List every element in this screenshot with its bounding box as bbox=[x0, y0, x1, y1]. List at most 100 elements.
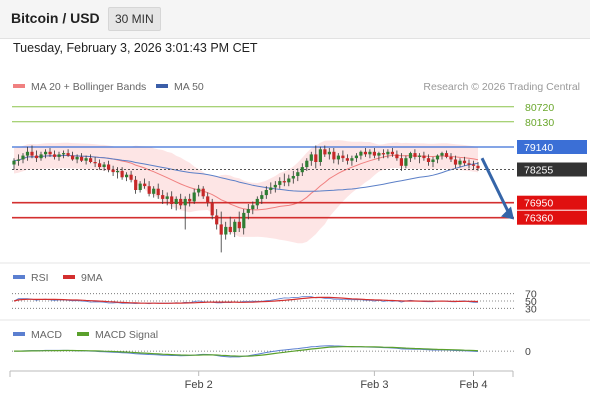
candle-body bbox=[237, 221, 241, 229]
candle-body bbox=[98, 163, 102, 168]
candle-body bbox=[125, 174, 129, 178]
candle-body bbox=[381, 153, 385, 155]
ma50-legend-swatch bbox=[156, 84, 168, 88]
candle-body bbox=[156, 188, 160, 196]
bollinger-bands bbox=[13, 140, 479, 244]
candle-body bbox=[84, 158, 88, 161]
macd-signal-legend-label: MACD Signal bbox=[95, 329, 158, 341]
candle-body bbox=[318, 149, 322, 162]
ma50-legend-label: MA 50 bbox=[174, 81, 204, 93]
candle-body bbox=[287, 178, 291, 183]
rsi-legend-label: RSI bbox=[31, 272, 49, 284]
candle-body bbox=[197, 188, 201, 193]
candle-body bbox=[44, 151, 48, 155]
candle-body bbox=[62, 153, 66, 155]
candle-body bbox=[30, 151, 34, 156]
timeframe-badge[interactable]: 30 MIN bbox=[108, 7, 161, 31]
candle-body bbox=[453, 159, 458, 165]
candle-body bbox=[242, 212, 246, 229]
candle-body bbox=[386, 151, 390, 155]
rsi-legend-swatch bbox=[13, 275, 25, 279]
instrument-title: Bitcoin / USD bbox=[11, 10, 100, 26]
level-label-80720: 80720 bbox=[525, 102, 554, 114]
candle-body bbox=[165, 196, 169, 199]
candle-body bbox=[314, 154, 318, 162]
level-badge-76950 bbox=[517, 195, 587, 210]
candle-body bbox=[102, 164, 106, 167]
candle-body bbox=[251, 205, 255, 210]
level-badge-78255 bbox=[517, 162, 587, 177]
ma20-legend-label: MA 20 + Bollinger Bands bbox=[31, 81, 146, 93]
candle-body bbox=[404, 158, 408, 166]
candle-body bbox=[282, 181, 286, 183]
candle-body bbox=[327, 151, 331, 155]
candle-body bbox=[80, 156, 84, 161]
level-label-80130: 80130 bbox=[525, 117, 554, 129]
chart-header: Bitcoin / USD 30 MIN bbox=[0, 0, 590, 39]
ma20-legend-swatch bbox=[13, 84, 25, 88]
candle-body bbox=[467, 163, 471, 165]
candle-body bbox=[224, 226, 228, 235]
forecast-arrow-head bbox=[501, 206, 514, 220]
candle-body bbox=[34, 155, 39, 159]
candle-body bbox=[174, 198, 178, 204]
candle-body bbox=[143, 183, 147, 187]
candle-body bbox=[93, 162, 97, 164]
candle-body bbox=[179, 198, 183, 206]
rsi9-line bbox=[13, 296, 479, 304]
candle-body bbox=[215, 215, 219, 225]
candle-body bbox=[71, 155, 75, 160]
candle-body bbox=[305, 160, 309, 168]
candle-body bbox=[57, 154, 61, 157]
rsi9-legend-label: 9MA bbox=[81, 272, 103, 284]
rsi-level-label-50: 50 bbox=[525, 296, 537, 308]
research-credit: Research © 2026 Trading Central bbox=[423, 81, 580, 93]
candle-body bbox=[426, 158, 431, 162]
candle-body bbox=[377, 153, 381, 156]
candle-body bbox=[390, 151, 394, 155]
macd-panel: 0 bbox=[12, 345, 531, 358]
candle-body bbox=[116, 170, 120, 173]
rsi-level-label-30: 30 bbox=[525, 303, 537, 315]
timestamp: Tuesday, February 3, 2026 3:01:43 PM CET bbox=[13, 41, 258, 55]
time-axis-ticks: Feb 2 Feb 3 Feb 4 bbox=[185, 371, 488, 391]
bollinger-band-area bbox=[14, 140, 478, 244]
x-tick-label-1: Feb 3 bbox=[360, 379, 388, 391]
candle-body bbox=[25, 151, 30, 156]
ma50-line bbox=[13, 155, 479, 192]
candle-body bbox=[476, 165, 480, 169]
candle-body bbox=[341, 155, 345, 159]
candle-body bbox=[192, 192, 196, 202]
candle-body bbox=[296, 172, 300, 176]
candle-body bbox=[170, 196, 174, 204]
candle-body bbox=[138, 183, 142, 190]
level-labels: 80720 80130 79140 78255 76950 76360 bbox=[517, 102, 587, 225]
candle-body bbox=[462, 160, 467, 164]
level-badge-79140 bbox=[517, 140, 587, 154]
candle-body bbox=[152, 188, 156, 194]
candle-body bbox=[53, 154, 57, 157]
macd-legend-swatch bbox=[13, 332, 25, 336]
candle-body bbox=[422, 155, 426, 159]
rsi9-legend-swatch bbox=[63, 275, 75, 279]
candle-body bbox=[89, 158, 93, 162]
candle-body bbox=[431, 159, 435, 162]
candle-body bbox=[440, 153, 444, 156]
x-tick-label-0: Feb 2 bbox=[185, 379, 213, 391]
candle-body bbox=[471, 164, 476, 166]
candle-body bbox=[210, 202, 214, 216]
candle-body bbox=[21, 155, 25, 160]
candle-body bbox=[368, 151, 372, 155]
candle-body bbox=[233, 221, 237, 232]
candle-body bbox=[449, 156, 453, 160]
candle-body bbox=[183, 198, 187, 206]
candle-body bbox=[264, 190, 268, 196]
macd-signal-line bbox=[14, 346, 479, 357]
candle-body bbox=[354, 155, 358, 159]
candle-body bbox=[66, 153, 70, 156]
rsi-line bbox=[13, 296, 479, 305]
candle-body bbox=[350, 158, 354, 161]
candle-body bbox=[399, 158, 403, 166]
candle-body bbox=[107, 164, 111, 170]
candle-body bbox=[345, 158, 349, 161]
